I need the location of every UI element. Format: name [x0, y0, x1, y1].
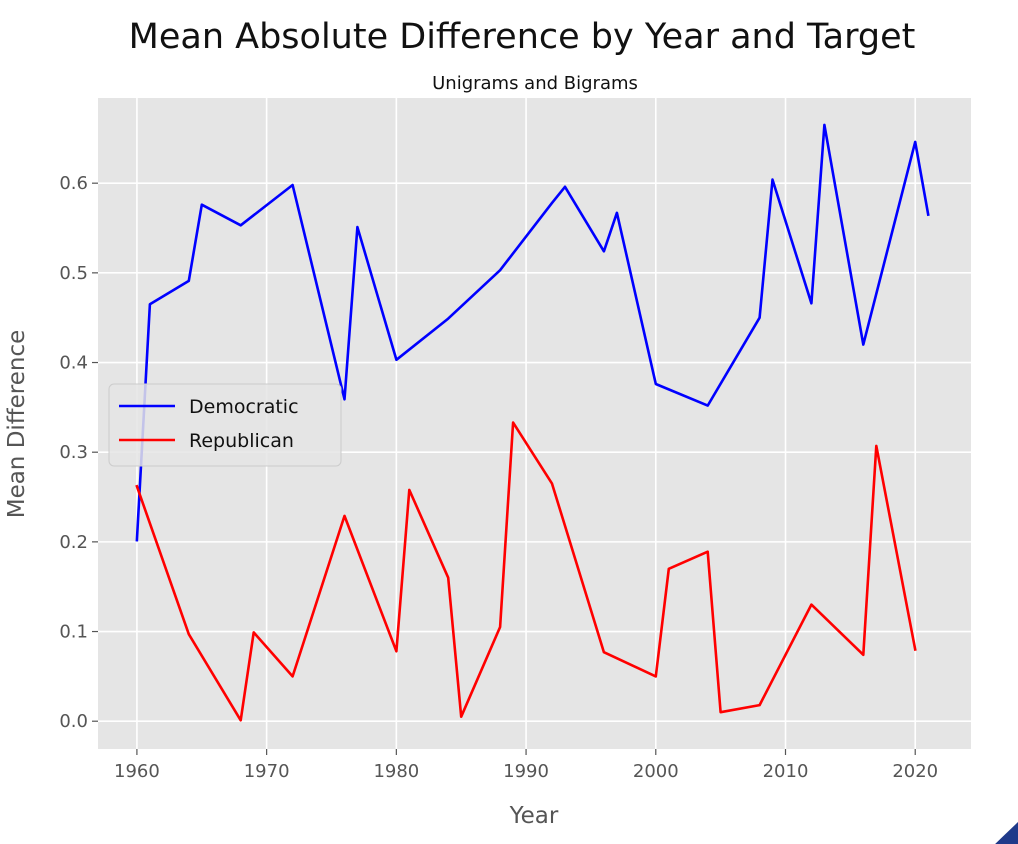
x-axis-label: Year	[509, 803, 559, 829]
x-tick-label: 1980	[373, 761, 419, 782]
y-axis-ticks: 0.0 0.1 0.2 0.3 0.4 0.5 0.6	[59, 173, 98, 732]
x-axis-ticks: 1960 1970 1980 1990 2000 2010 2020	[114, 749, 938, 782]
legend-label-republican: Republican	[189, 430, 294, 452]
legend: Democratic Republican	[108, 383, 342, 467]
y-tick-label: 0.3	[59, 442, 88, 463]
y-axis-label: Mean Difference	[4, 330, 30, 519]
series-line-republican	[135, 421, 917, 722]
x-tick-label: 1990	[503, 761, 549, 782]
x-tick-label: 2010	[763, 761, 809, 782]
y-tick-label: 0.2	[59, 532, 88, 553]
series-lines	[135, 123, 930, 722]
x-tick-label: 1970	[244, 761, 290, 782]
y-tick-label: 0.4	[59, 353, 88, 374]
legend-box	[108, 383, 342, 467]
y-tick-label: 0.1	[59, 622, 88, 643]
series-line-democratic	[135, 123, 930, 542]
chart-title: Mean Absolute Difference by Year and Tar…	[129, 17, 916, 57]
chart-subtitle: Unigrams and Bigrams	[432, 73, 638, 94]
y-tick-label: 0.0	[59, 711, 88, 732]
y-tick-label: 0.6	[59, 173, 88, 194]
legend-label-democratic: Democratic	[189, 396, 299, 418]
corner-decoration	[995, 822, 1018, 844]
x-tick-label: 2000	[633, 761, 679, 782]
corner-decoration-highlight	[990, 817, 1018, 844]
x-tick-label: 2020	[892, 761, 938, 782]
y-tick-label: 0.5	[59, 263, 88, 284]
x-tick-label: 1960	[114, 761, 160, 782]
